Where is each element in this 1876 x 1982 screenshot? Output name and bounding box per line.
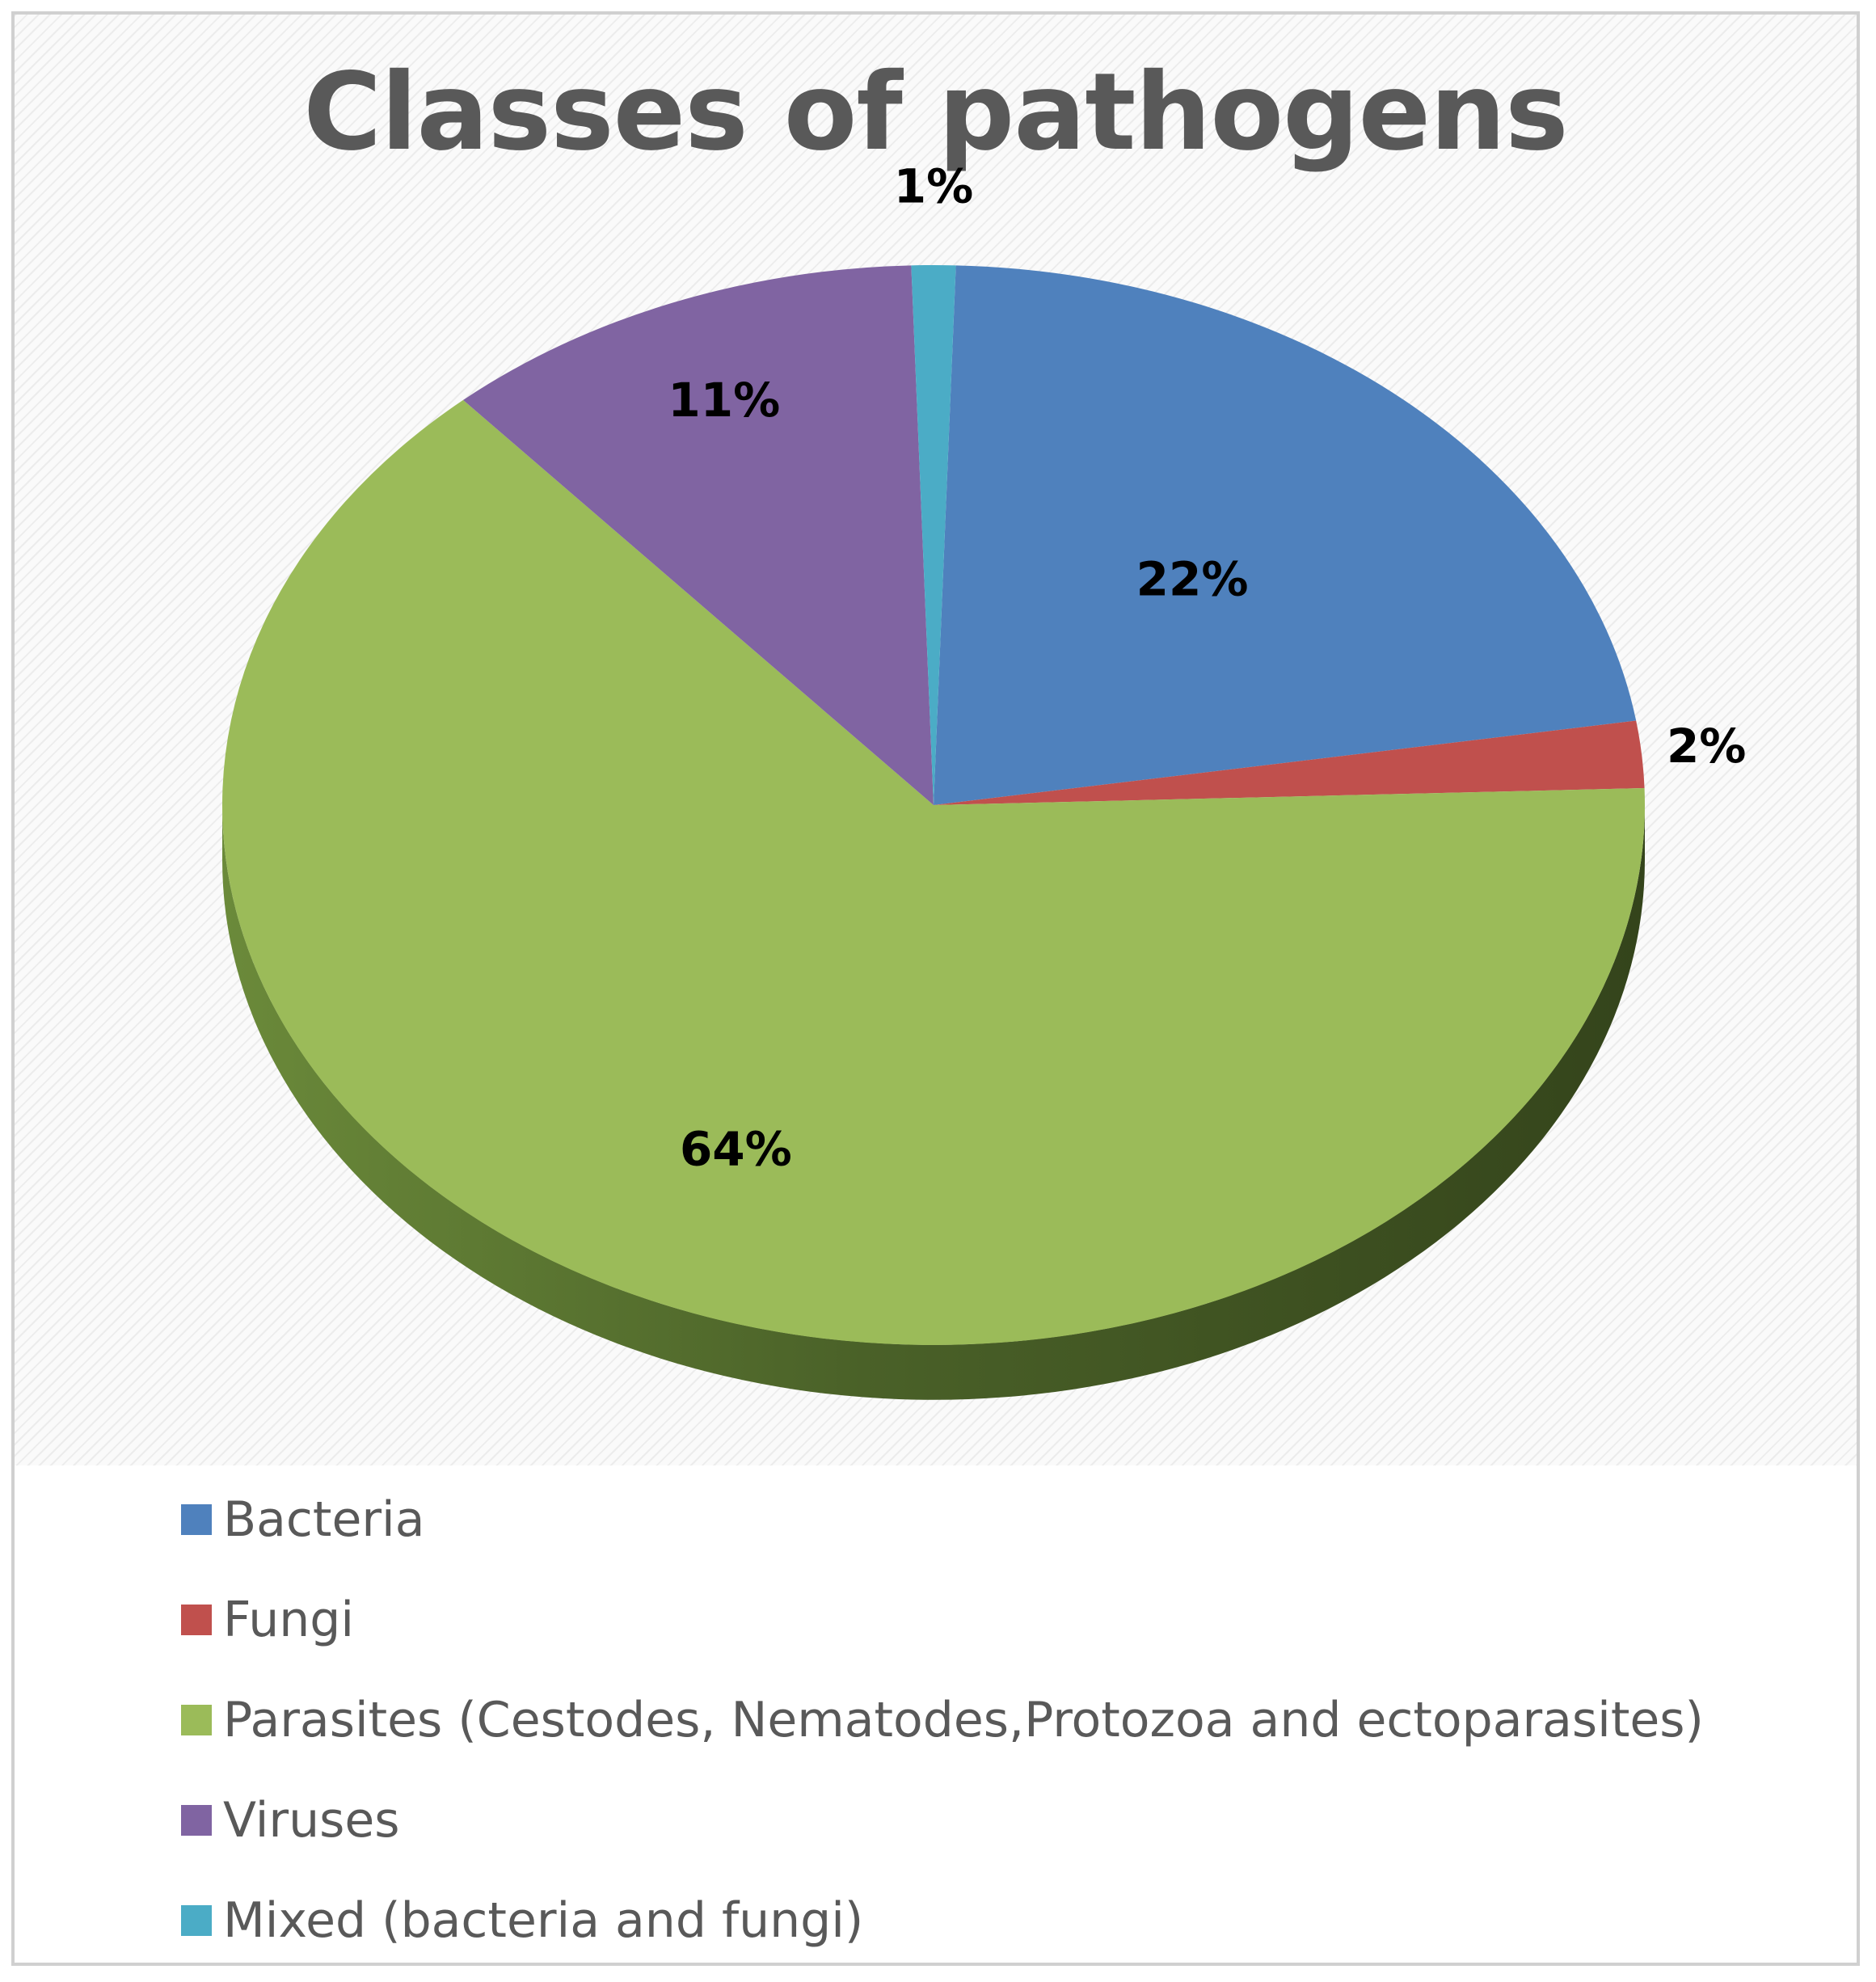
legend-swatch [181, 1504, 212, 1535]
pie-chart: 22% 2% 64% 11% 1% [222, 159, 1746, 1400]
legend-label: Bacteria [223, 1491, 425, 1548]
legend-item-fungi: Fungi [181, 1570, 1704, 1670]
data-label-viruses: 11% [668, 373, 780, 428]
legend-swatch [181, 1705, 212, 1735]
pie-slice-parasites [222, 399, 1645, 1345]
data-label-bacteria: 22% [1136, 552, 1249, 607]
legend-swatch [181, 1805, 212, 1836]
pie-slice-viruses [463, 265, 934, 806]
legend-label: Fungi [223, 1592, 355, 1648]
chart-title: Classes of pathogens [303, 50, 1568, 175]
pie-slice-group [222, 265, 1645, 1345]
legend-label: Viruses [223, 1792, 400, 1849]
legend-item-parasites: Parasites (Cestodes, Nematodes,Protozoa … [181, 1670, 1704, 1770]
legend-item-bacteria: Bacteria [181, 1470, 1704, 1570]
pie-label-group: 22% 2% 64% 11% 1% [668, 159, 1746, 1177]
legend-swatch [181, 1605, 212, 1635]
legend-label: Parasites (Cestodes, Nematodes,Protozoa … [223, 1692, 1704, 1748]
data-label-parasites: 64% [680, 1121, 792, 1176]
pie-slice-bacteria [934, 265, 1637, 806]
pie-slice-fungi [934, 720, 1645, 805]
legend-swatch [181, 1905, 212, 1936]
data-label-fungi: 2% [1667, 719, 1746, 774]
legend-item-viruses: Viruses [181, 1770, 1704, 1870]
chart-frame: Classes of pathogens 22% 2% 64% 11% 1% Bacte… [11, 11, 1860, 1966]
data-label-mixed: 1% [894, 159, 973, 214]
legend-item-mixed: Mixed (bacteria and fungi) [181, 1870, 1704, 1963]
legend: Bacteria Fungi Parasites (Cestodes, Nemato… [181, 1470, 1704, 1963]
pie-slice-mixed [911, 265, 956, 806]
legend-label: Mixed (bacteria and fungi) [223, 1892, 864, 1949]
